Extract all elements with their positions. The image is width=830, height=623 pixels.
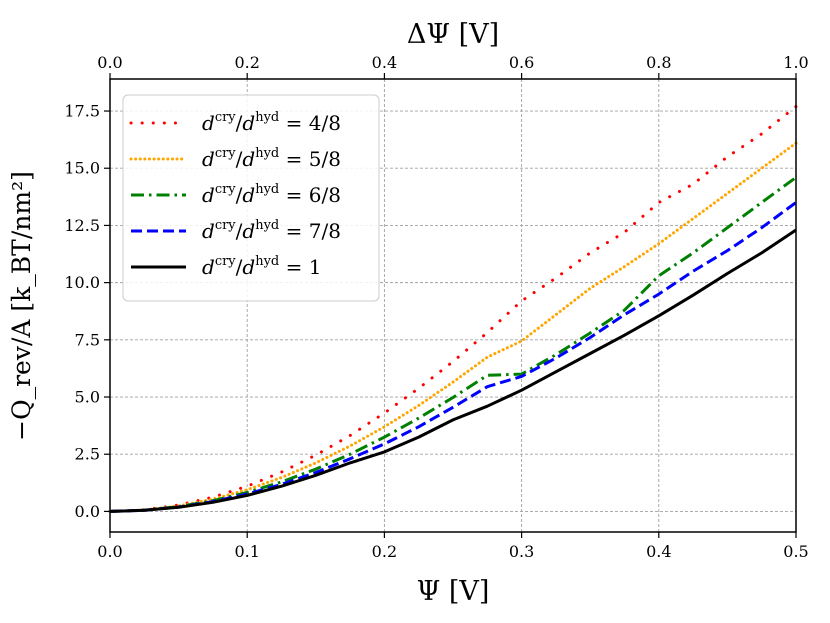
x-tick-label: 0.0 bbox=[97, 542, 122, 561]
y-tick-label: 12.5 bbox=[64, 216, 100, 235]
top-tick-label: 0.2 bbox=[234, 53, 259, 72]
legend-box bbox=[122, 94, 380, 302]
legend-d: d bbox=[202, 111, 215, 135]
legend-sup-hyd: hyd bbox=[255, 218, 279, 233]
legend-sup-cry: cry bbox=[215, 110, 236, 125]
y-tick-label: 0.0 bbox=[75, 502, 100, 521]
x-axis-title: Ψ [V] bbox=[417, 576, 490, 607]
legend-ratio: = 1 bbox=[279, 255, 321, 279]
series-line-4 bbox=[109, 228, 797, 513]
legend-d: d bbox=[242, 255, 255, 279]
legend-d: d bbox=[242, 147, 255, 171]
legend-sup-cry: cry bbox=[215, 218, 236, 233]
y-tick-label: 5.0 bbox=[75, 388, 100, 407]
x-tick-label: 0.5 bbox=[783, 542, 808, 561]
top-tick-label: 1.0 bbox=[783, 53, 808, 72]
x-tick-label: 0.4 bbox=[646, 542, 671, 561]
legend-d: d bbox=[242, 183, 255, 207]
legend-ratio: = 5/8 bbox=[279, 147, 341, 171]
y-tick-label: 17.5 bbox=[64, 102, 100, 121]
legend-label-1: dcry/dhyd = 5/8 bbox=[202, 146, 341, 171]
legend-label-2: dcry/dhyd = 6/8 bbox=[202, 182, 341, 207]
legend-sup-cry: cry bbox=[215, 254, 236, 269]
series-layer bbox=[108, 105, 798, 513]
y-tick-label: 2.5 bbox=[75, 445, 100, 464]
axis-ticks: 0.0 0.1 0.2 0.3 0.4 0.5 0.0 0.2 0.4 0.6 0.8 1.0 0.0 2… bbox=[64, 53, 808, 561]
legend-ratio: = 6/8 bbox=[279, 183, 341, 207]
legend-d: d bbox=[242, 219, 255, 243]
legend-d: d bbox=[202, 183, 215, 207]
series-line-2 bbox=[109, 176, 797, 513]
legend-label-0: dcry/dhyd = 4/8 bbox=[202, 110, 341, 135]
plot-frame bbox=[109, 78, 797, 533]
legend-label-4: dcry/dhyd = 1 bbox=[202, 254, 321, 279]
legend-sup-hyd: hyd bbox=[255, 110, 279, 125]
legend-slash: / bbox=[236, 111, 243, 135]
legend-slash: / bbox=[236, 255, 243, 279]
legend-sup-cry: cry bbox=[215, 146, 236, 161]
legend-d: d bbox=[202, 255, 215, 279]
legend-slash: / bbox=[236, 219, 243, 243]
legend-d: d bbox=[202, 147, 215, 171]
x-tick-label: 0.2 bbox=[372, 542, 397, 561]
legend-slash: / bbox=[236, 183, 243, 207]
y-tick-label: 7.5 bbox=[75, 330, 100, 349]
series-line-1 bbox=[108, 141, 798, 513]
top-tick-label: 0.6 bbox=[509, 53, 534, 72]
legend-d: d bbox=[242, 111, 255, 135]
y-tick-label: 15.0 bbox=[64, 159, 100, 178]
legend-sup-hyd: hyd bbox=[255, 182, 279, 197]
y-axis-title: −Q_rev/A [k_BT/nm²] bbox=[7, 171, 36, 441]
y-tick-label: 10.0 bbox=[64, 273, 100, 292]
legend-d: d bbox=[202, 219, 215, 243]
top-axis-title: ΔΨ [V] bbox=[407, 19, 499, 50]
legend-ratio: = 4/8 bbox=[279, 111, 341, 135]
legend-sup-hyd: hyd bbox=[255, 254, 279, 269]
x-tick-label: 0.3 bbox=[509, 542, 534, 561]
legend-sup-hyd: hyd bbox=[255, 146, 279, 161]
legend-slash: / bbox=[236, 147, 243, 171]
top-tick-label: 0.0 bbox=[97, 53, 122, 72]
legend-ratio: = 7/8 bbox=[279, 219, 341, 243]
top-tick-label: 0.4 bbox=[372, 53, 397, 72]
x-tick-label: 0.1 bbox=[234, 542, 259, 561]
legend-label-3: dcry/dhyd = 7/8 bbox=[202, 218, 341, 243]
top-tick-label: 0.8 bbox=[646, 53, 671, 72]
legend-sup-cry: cry bbox=[215, 182, 236, 197]
